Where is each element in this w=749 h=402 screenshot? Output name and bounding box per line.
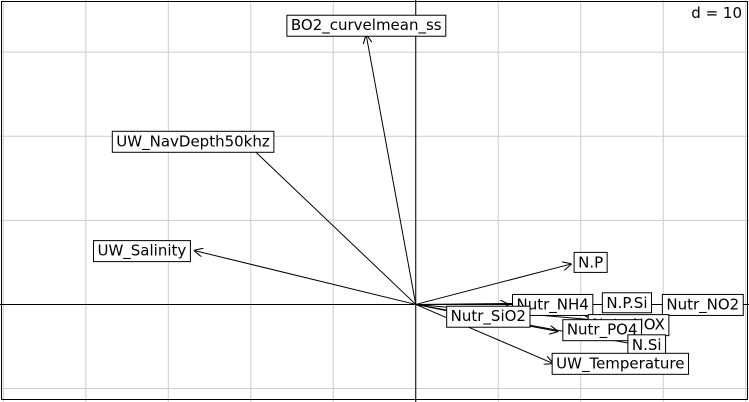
label-text: Nutr_PO4	[567, 321, 638, 340]
label-box	[512, 293, 594, 316]
label-Nutr_NO2: Nutr_NO2	[661, 293, 744, 316]
label-box	[92, 240, 191, 263]
label-text: BO2_curvelmean_ss	[291, 16, 442, 35]
label-N.P: N.P	[573, 251, 608, 273]
label-text: UW_NavDepth50khz	[116, 132, 270, 151]
label-text: Nutr_NH4	[517, 295, 589, 314]
label-box	[661, 293, 744, 316]
label-BO2_curvelmean_ss: BO2_curvelmean_ss	[286, 14, 447, 37]
label-text: Nutr_NO2	[666, 295, 739, 314]
label-text: N.Si	[632, 336, 662, 354]
label-N.Si: N.Si	[627, 334, 667, 356]
label-UW_Salinity: UW_Salinity	[92, 240, 191, 263]
arrow-UW_Salinity	[195, 251, 416, 305]
label-UW_Temperature: UW_Temperature	[551, 352, 689, 375]
scale-label: d = 10	[691, 4, 742, 22]
arrow-BO2_curvelmean_ss	[366, 35, 417, 305]
label-box	[562, 319, 643, 342]
label-Nutr_NH4: Nutr_NH4	[512, 293, 594, 316]
label-Nutr_SiO2: Nutr_SiO2	[446, 305, 531, 328]
arrow-UW_Temperature	[415, 303, 553, 363]
label-box	[551, 352, 689, 375]
labels-layer: BO2_curvelmean_ss UW_NavDepth50khz UW_Sali…	[92, 14, 744, 375]
label-text: UW_Temperature	[556, 354, 684, 373]
label-text: N.P	[578, 253, 603, 271]
arrow-UW_NavDepth50khz	[241, 138, 417, 305]
label-text: Nutr_SiO2	[451, 307, 526, 326]
label-box	[601, 292, 652, 314]
label-text: N.P.Si	[606, 294, 647, 312]
label-box	[286, 14, 447, 37]
label-N.P.Si: N.P.Si	[601, 292, 652, 314]
label-text: UW_Salinity	[97, 242, 186, 261]
label-box	[573, 251, 608, 273]
label-UW_NavDepth50khz: UW_NavDepth50khz	[111, 130, 275, 153]
label-box	[111, 130, 275, 153]
arrow-N.P	[415, 264, 571, 305]
label-Nutr_PO4: Nutr_PO4	[562, 319, 643, 342]
label-box	[446, 305, 531, 328]
